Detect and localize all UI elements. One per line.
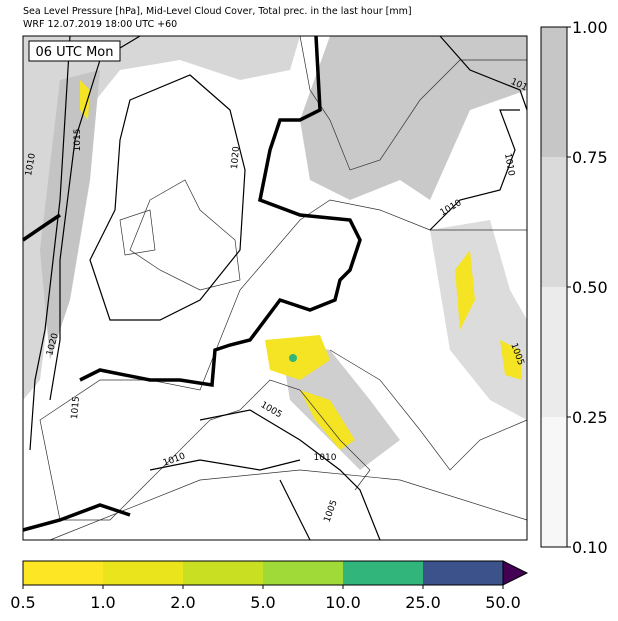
colorbar-tick-label: 0.50 [572,278,608,297]
colorbar-tick-label: 0.10 [572,538,608,557]
colorbar-tick-label: 0.75 [572,148,608,167]
colorbar-tick-label: 0.25 [572,408,608,427]
colorbar-segment [103,561,183,585]
colorbar-tick-label: 0.5 [10,593,35,612]
colorbar-segment [423,561,503,585]
colorbar-tick-label: 2.0 [170,593,195,612]
colorbar-tick-label: 25.0 [405,593,441,612]
map-area: 1015 1010 1020 1020 1015 1010 1010 101 1… [22,35,529,541]
colorbar-segment [541,287,567,417]
precipitation [80,80,522,450]
colorbar-segment [541,417,567,547]
map-title: Sea Level Pressure [hPa], Mid-Level Clou… [23,6,412,17]
colorbar-tick-label: 1.00 [572,18,608,37]
contour-label: 1010 [24,152,38,177]
colorbar-segment [541,27,567,157]
contour-label: 1015 [73,129,83,152]
cloud-colorbar: 0.10 0.25 0.50 0.75 1.00 [540,18,608,557]
colorbar-tick-label: 50.0 [485,593,521,612]
map-subtitle: WRF 12.07.2019 18:00 UTC +60 [23,19,177,30]
isobar-1015 [22,35,362,532]
colorbar-segment [343,561,423,585]
colorbar-segment [183,561,263,585]
contour-label: 1010 [314,453,337,463]
time-label: 06 UTC Mon [36,45,114,60]
colorbar-extension [502,560,529,586]
time-label-box [28,40,121,62]
map-frame [22,35,528,541]
coastlines [39,35,528,541]
precip-colorbar: 0.5 1.0 2.0 5.0 10.0 25.0 50.0 [10,560,529,612]
colorbar-tick-label: 5.0 [250,593,275,612]
cloud-cover [23,36,527,470]
colorbar-segment [23,561,103,585]
contour-label: 1015 [70,396,82,420]
colorbar-segment [263,561,343,585]
contour-label: 1010 [502,153,516,178]
colorbar-tick-label: 10.0 [325,593,361,612]
colorbar-segment [541,157,567,287]
contour-label: 1020 [230,146,242,170]
colorbar-tick-label: 1.0 [90,593,115,612]
